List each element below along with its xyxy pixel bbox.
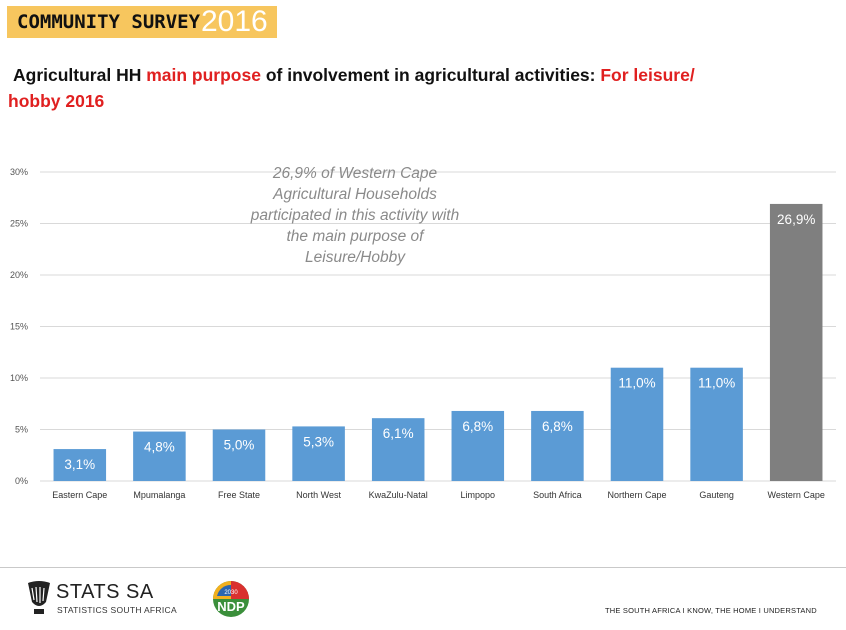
y-tick-label: 5% [15,425,28,435]
data-label: 26,9% [777,212,815,227]
footer-tagline: THE SOUTH AFRICA I KNOW, THE HOME I UNDE… [605,606,817,615]
x-tick-label: South Africa [533,490,582,500]
data-label: 11,0% [698,376,735,391]
x-tick-label: Northern Cape [607,490,666,500]
footer-divider [0,567,846,568]
survey-banner: COMMUNITY SURVEY 2016 [7,5,277,38]
bar [133,431,186,481]
bar [53,449,107,481]
x-tick-label: Gauteng [699,490,734,500]
org-name: STATS SA [56,581,154,603]
y-tick-label: 30% [10,167,28,177]
chart-annotation: 26,9% of Western Cape Agricultural House… [225,163,485,268]
annotation-line-3: participated in this activity with [250,207,460,224]
title-part1: Agricultural HH [13,65,147,85]
x-tick-label: Eastern Cape [52,490,107,500]
bar [610,367,664,481]
y-tick-label: 0% [15,476,28,486]
ndp-logo-icon: 2030 NDP [213,581,249,617]
ndp-text: NDP [217,599,245,614]
x-tick-label: Mpumalanga [133,490,185,500]
stats-sa-logo-icon [28,581,50,614]
bar [292,426,345,481]
annotation-line-4: the main purpose of [286,228,424,245]
title-highlight-leisure: For leisure/ [600,65,695,85]
annotation-line-5: Leisure/Hobby [305,249,405,266]
bar [212,429,266,481]
page-title: Agricultural HH main purpose of involvem… [8,62,768,114]
banner-text: COMMUNITY SURVEY [17,11,201,33]
y-tick-label: 20% [10,270,28,280]
title-highlight-hobby: hobby 2016 [8,91,105,111]
data-label: 4,8% [144,440,175,455]
bar [371,418,425,481]
x-tick-label: Western Cape [768,490,825,500]
bar [531,410,584,481]
annotation-line-2: Agricultural Households [273,186,437,203]
ndp-year: 2030 [224,590,238,596]
bar [769,203,823,481]
data-label: 11,0% [618,376,655,391]
title-highlight-main-purpose: main purpose [146,65,261,85]
data-label: 3,1% [64,457,95,472]
data-label: 6,8% [462,419,493,434]
x-tick-label: North West [296,490,341,500]
banner-year: 2016 [201,5,268,38]
y-tick-label: 10% [10,373,28,383]
org-subtitle: STATISTICS SOUTH AFRICA [57,605,177,615]
data-label: 5,0% [224,438,255,453]
x-tick-label: Free State [218,490,260,500]
x-tick-label: KwaZulu-Natal [369,490,428,500]
data-label: 5,3% [303,434,334,449]
bar [451,410,505,481]
title-part2: of involvement in agricultural activitie… [260,65,601,85]
data-label: 6,1% [383,426,414,441]
bar-chart: 0% 5% 10% 15% 20% 25% 30% 3,1% Eastern Cape 4,8% M… [10,167,836,500]
y-tick-label: 25% [10,219,28,229]
y-tick-label: 15% [10,322,28,332]
x-tick-label: Limpopo [461,490,496,500]
annotation-line-1: 26,9% of Western Cape [272,165,438,182]
bar [690,367,743,481]
data-label: 6,8% [542,419,573,434]
